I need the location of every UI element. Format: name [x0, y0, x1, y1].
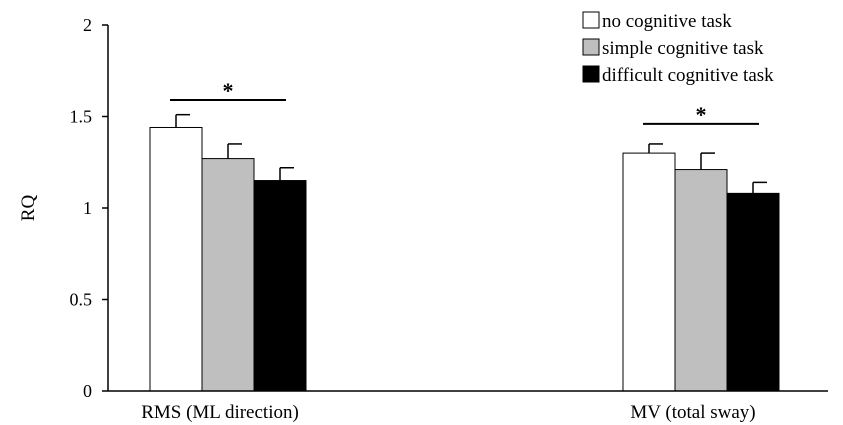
legend: no cognitive task simple cognitive task di…	[582, 11, 774, 86]
annotations-layer: **	[170, 78, 759, 127]
legend-swatch	[582, 38, 600, 56]
legend-label: no cognitive task	[602, 11, 732, 32]
axes-layer: 0 0.5 1 1.5 2 RQ RMS (ML direction) MV (total s…	[18, 15, 828, 423]
y-tick-label: 0	[83, 381, 92, 401]
x-category-label: RMS (ML direction)	[141, 402, 299, 423]
legend-swatch	[582, 11, 600, 29]
bars-layer	[149, 113, 780, 392]
significance-star: *	[696, 102, 707, 127]
y-tick-label: 2	[83, 15, 92, 35]
x-category-label: MV (total sway)	[630, 402, 755, 423]
bar	[726, 192, 780, 392]
y-tick-label: 1	[83, 198, 92, 218]
y-tick-label: 0.5	[70, 290, 93, 310]
bar	[201, 158, 255, 392]
y-tick-label: 1.5	[70, 107, 93, 127]
legend-swatch	[582, 65, 600, 83]
bar	[674, 169, 728, 392]
y-axis-label: RQ	[18, 195, 39, 222]
significance-star: *	[223, 78, 234, 103]
bar	[253, 180, 307, 392]
bar	[149, 126, 203, 392]
legend-label: simple cognitive task	[602, 38, 764, 59]
bar	[622, 152, 676, 392]
legend-label: difficult cognitive task	[602, 65, 774, 86]
